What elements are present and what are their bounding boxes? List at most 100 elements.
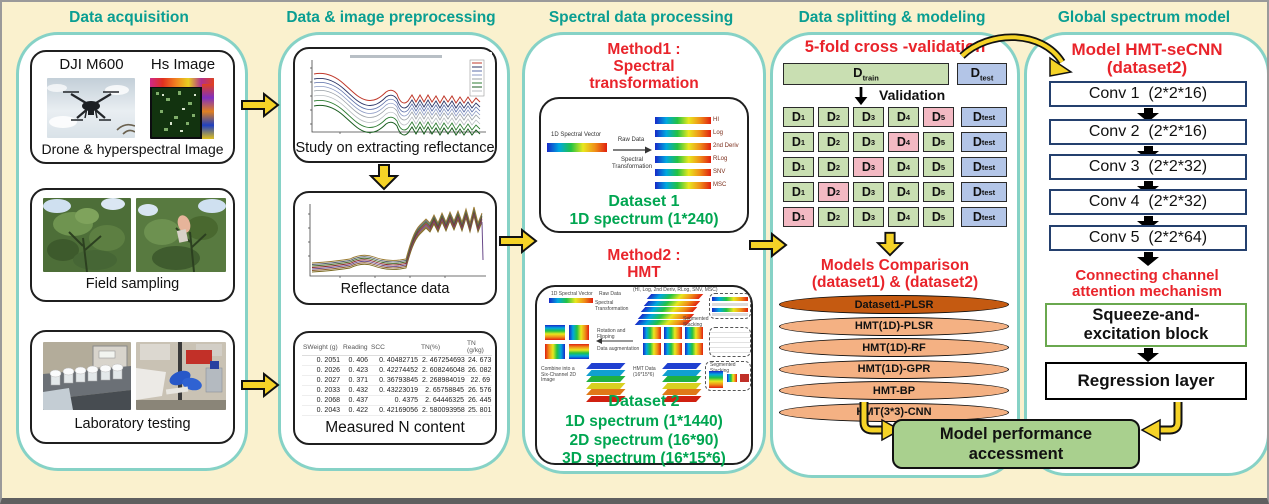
bar-label-hi: HI [713,117,719,123]
dataset2-line-1d: 1D spectrum (1*1440) [565,413,723,430]
caption-reflectance-data: Reflectance data [340,281,450,297]
card-method1: 1D Spectral Vector Raw Data Spectral Tran… [539,97,749,233]
model-dataset2-heading: (dataset2) [1106,58,1188,77]
model-ellipse: HMT-BP [779,381,1009,401]
caption-field-sampling: Field sampling [85,276,180,292]
table-row: 0. 2043 0. 422 0. 42169056 2. 580093958 25. … [302,405,492,416]
table-row: 0. 2026 0. 423 0. 42274452 2. 608246048 26. … [302,365,492,376]
method1-heading-1: Method1 : [607,41,681,58]
hmt-tile [685,327,703,339]
right-block-arrow [749,232,788,258]
card-extract-reflectance: Study on extracting reflectance [293,47,497,163]
table-row: 0. 2033 0. 432 0. 43223019 2. 65758845 26. 5… [302,385,492,396]
table-row: 0. 2051 0. 406 0. 40482715 2. 467254693 24. … [302,355,492,366]
hyperspectral-image [150,78,214,139]
hmt-label-raw: Raw Data [599,291,621,297]
black-down-arrow [1136,252,1160,266]
panel-global-model: Model HMT-seCNN (dataset2) Conv 1 (2*2*1… [1024,32,1267,476]
panel-preprocessing: Study on extracting reflectance [278,32,510,471]
black-down-arrow [1136,348,1160,362]
attention-heading-1: Connecting channel [1075,267,1219,284]
dataset2-line-2d: 2D spectrum (16*90) [569,432,719,449]
table-row: 0. 2027 0. 371 0. 36793845 2. 268984019 22. … [302,375,492,386]
card-field-sampling: Field sampling [30,188,235,302]
model-ellipse: Dataset1-PLSR [779,295,1009,314]
caption-drone-hyperspectral: Drone & hyperspectral Image [41,141,224,157]
model-ellipse: HMT(1D)-RF [779,338,1009,358]
caption-measured-n: Measured N content [325,419,465,436]
dtest-box: Dtest [957,63,1007,85]
reflectance-chart [300,198,492,282]
dataset2-title: Dataset 2 [608,393,680,410]
conv2-box: Conv 2 (2*2*16) [1049,119,1247,145]
caption-extract-reflectance: Study on extracting reflectance [295,140,495,156]
hmt-label-seg2: Segmented Stacking [710,362,736,373]
dataset2-line-3d: 3D spectrum (16*15*6) [562,450,726,467]
lab-photo-2 [136,342,226,410]
card-reflectance-data: Reflectance data [293,191,497,305]
spectral-vector-bar [547,143,607,152]
method1-heading-2: Spectral [613,58,675,75]
hmt-label-vector: 1D Spectral Vector [551,291,593,297]
dtrain-box: Dtrain [783,63,949,85]
transform-arrow [613,146,652,154]
down-block-arrow [875,231,905,257]
squeeze-excitation-block: Squeeze-and-excitation block [1045,303,1247,347]
method1-heading-3: transformation [589,75,699,92]
hmt-label-data: HMT Data (16*15*6) [633,366,656,378]
transformed-bar [655,169,711,176]
col-header: Reading [342,339,370,356]
split-down-arrow [854,87,868,106]
transformed-bar [655,130,711,137]
panel-title-data-acquisition: Data acquisition [69,9,189,26]
conv3-box: Conv 3 (2*2*32) [1049,154,1247,180]
drone-photo [47,78,135,138]
table-row: 0. 2068 0. 437 0. 4375 2. 64446325 26. 445 [302,395,492,406]
correlation-chart [300,52,492,140]
hmt-tile [643,343,661,355]
method2-heading-1: Method2 : [607,247,681,264]
panel-splitting-modeling: 5-fold cross -validation Dtrain Dtest Va… [770,32,1020,478]
card-measured-n: SWeight (g) Reading SCC TN(%) TN (g/kg) … [293,331,497,445]
dataset1-title: Dataset 1 [608,193,680,210]
hmt-label-trans: Spectral Transformation [595,300,629,312]
field-photo-2 [136,198,226,272]
dataset1-line: 1D spectrum (1*240) [569,211,719,228]
panel-data-acquisition: DJI M600 Hs Image [16,32,248,471]
card-laboratory-testing: Laboratory testing [30,330,235,444]
label-raw-data: Raw Data [617,137,645,143]
right-block-arrow [499,228,538,254]
hmt-stacked-box [709,293,751,319]
hmt-left-arrow [596,338,633,344]
model-ellipse: HMT(1D)-PLSR [779,316,1009,336]
card-drone-hyperspectral: DJI M600 Hs Image [30,50,235,164]
label-hs-image: Hs Image [150,56,216,73]
cross-validation-heading: 5-fold cross -validation [804,38,986,56]
conv1-box: Conv 1 (2*2*16) [1049,81,1247,107]
model-ellipse: HMT(1D)-GPR [779,359,1009,379]
hmt-tile [545,344,565,359]
method2-heading-2: HMT [627,264,661,281]
model-performance-box: Model performance accessment [892,419,1140,469]
label-1d-spectral-vector: 1D Spectral Vector [551,132,602,138]
label-spectral-transformation: Spectral Transformation [611,157,653,170]
